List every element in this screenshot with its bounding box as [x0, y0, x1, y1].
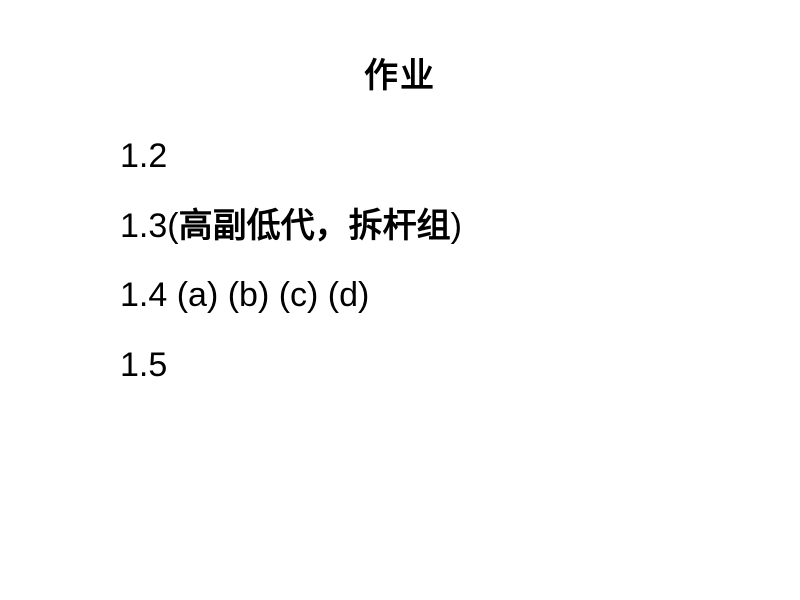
homework-item-4: 1.5 [120, 342, 800, 390]
item-number: 1.4 [120, 276, 167, 314]
page-title: 作业 [120, 48, 680, 97]
slide-container: 作业 1.2 1.3(高副低代，拆杆组) 1.4 (a) (b) (c) (d)… [0, 0, 800, 600]
paren-close: ) [451, 207, 462, 245]
item-number: 1.5 [120, 346, 167, 384]
item-cjk-text: 高副低代，拆杆组 [179, 207, 451, 245]
item-rest: (a) (b) (c) (d) [167, 276, 369, 314]
homework-item-2: 1.3(高副低代，拆杆组) [120, 203, 800, 251]
item-number: 1.3 [120, 207, 167, 245]
homework-item-1: 1.2 [120, 133, 800, 181]
homework-item-3: 1.4 (a) (b) (c) (d) [120, 272, 800, 320]
paren-open: ( [167, 207, 178, 245]
item-number: 1.2 [120, 137, 167, 175]
